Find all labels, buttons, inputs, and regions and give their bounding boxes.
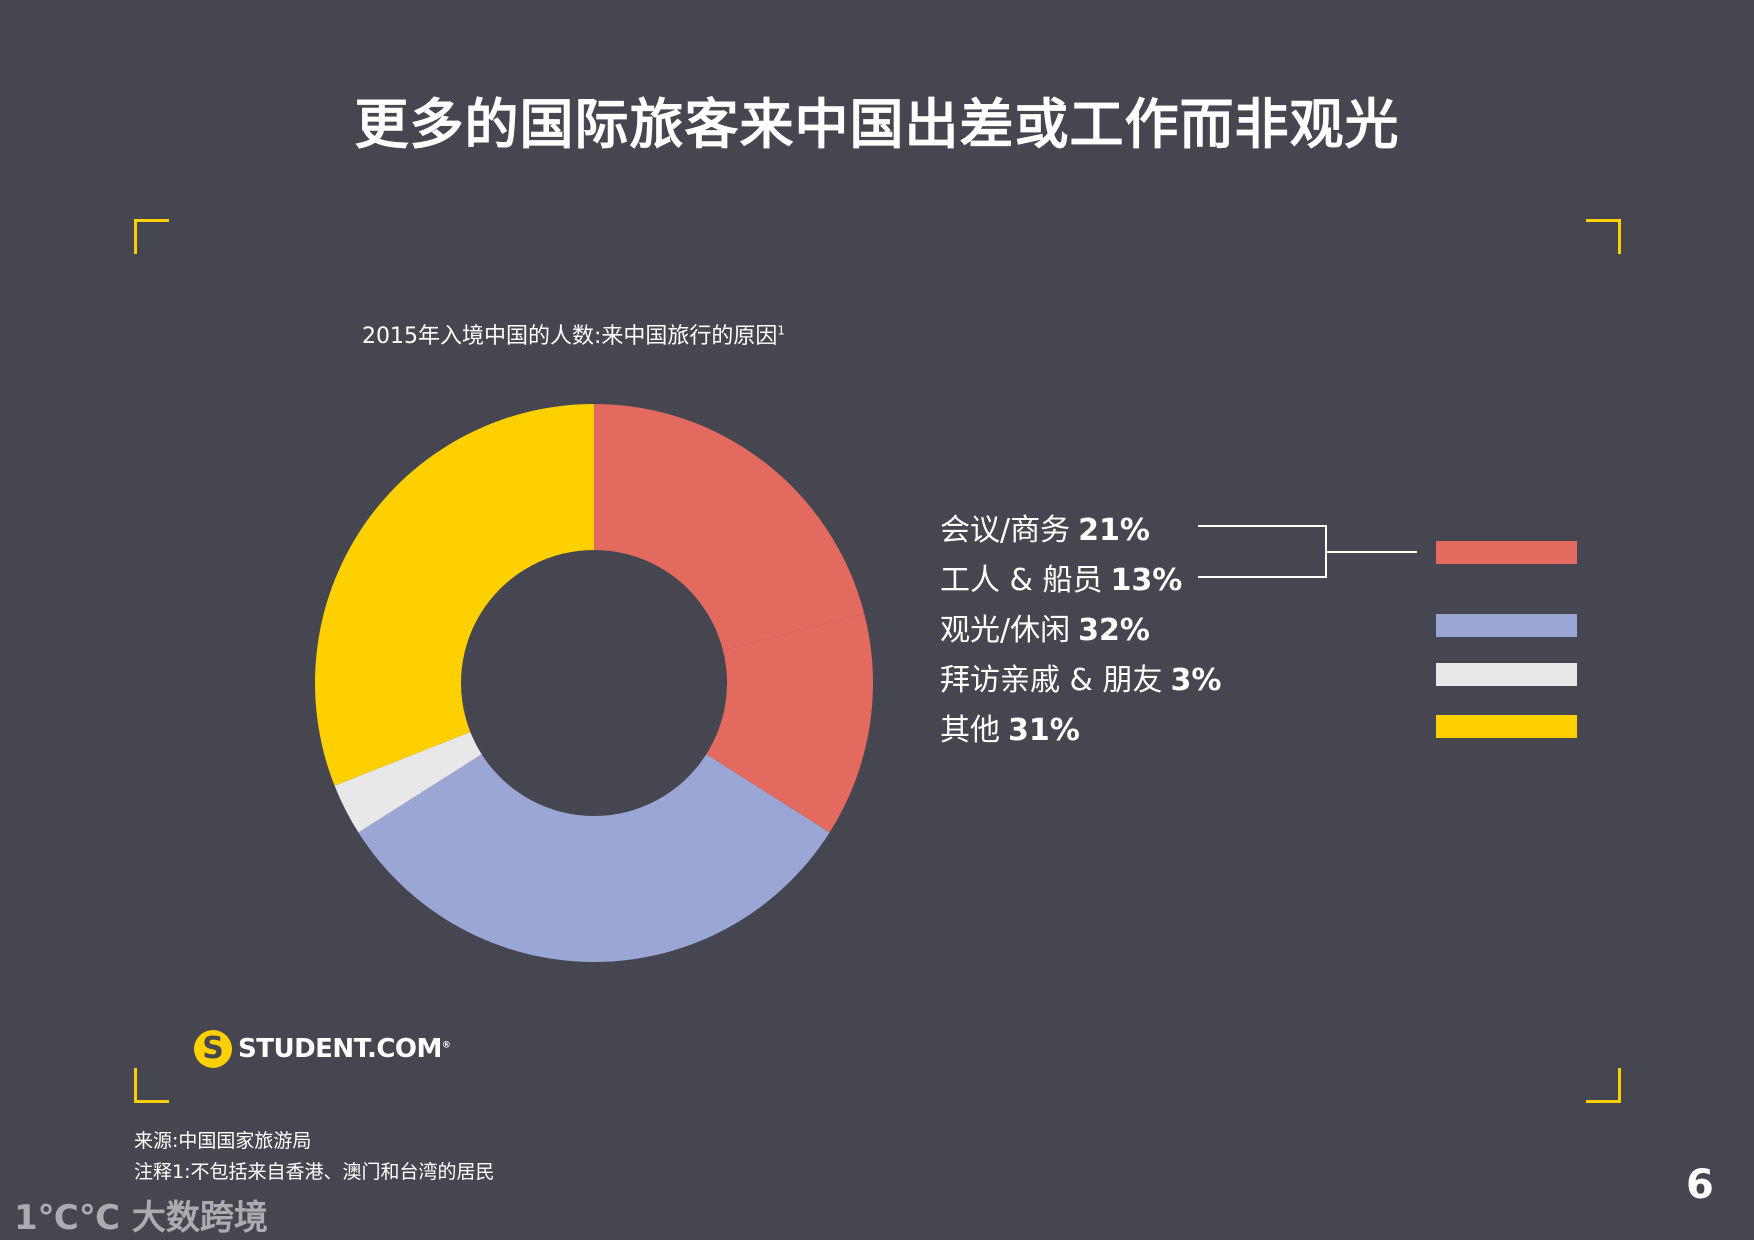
brand-logo: S STUDENT.COM® [194,1030,451,1068]
legend-name-3: 拜访亲戚 & 朋友 [940,663,1163,698]
legend-swatch-4 [1436,715,1577,738]
legend-swatch-0 [1436,541,1577,564]
legend-label-0: 会议/商务 21% [940,505,1150,549]
legend-label-2: 观光/休闲 32% [940,605,1150,649]
bracket-line-bottom [1198,552,1327,578]
legend-name-2: 观光/休闲 [940,613,1071,648]
page-title: 更多的国际旅客来中国出差或工作而非观光 [354,93,1400,156]
footnote-1: 注释1:不包括来自香港、澳门和台湾的居民 [134,1161,495,1183]
legend-label-4: 其他 31% [940,705,1080,749]
logo-s-icon: S [194,1030,232,1068]
donut-slice-2 [358,754,830,963]
logo-registered-mark: ® [441,1040,451,1051]
legend-label-1: 工人 & 船员 13% [940,555,1182,599]
footnotes: 来源:中国国家旅游局 注释1:不包括来自香港、澳门和台湾的居民 [134,1126,495,1188]
chart-title-footnote-mark: 1 [777,323,786,338]
frame-corner-top-left [134,219,169,254]
legend-name-0: 会议/商务 [940,513,1071,548]
legend-name-1: 工人 & 船员 [940,563,1103,598]
source-note: 来源:中国国家旅游局 [134,1130,312,1152]
donut-slice-0 [594,404,865,650]
legend-value-1: 13% [1110,563,1183,598]
legend-value-0: 21% [1078,513,1150,548]
legend-value-4: 31% [1008,713,1080,748]
donut-slice-3 [334,731,482,833]
donut-slice-1 [706,613,873,833]
donut-slice-4 [314,403,594,786]
legend-name-4: 其他 [940,713,1000,748]
chart-title: 2015年入境中国的人数:来中国旅行的原因1 [362,318,785,350]
logo-wordmark: STUDENT.COM® [238,1034,451,1064]
legend-label-3: 拜访亲戚 & 朋友 3% [940,655,1221,699]
frame-corner-bottom-left [134,1068,169,1103]
legend-swatch-3 [1436,663,1577,686]
frame-corner-bottom-right [1586,1068,1621,1103]
page-number: 6 [1686,1162,1714,1208]
bracket-line-top [1198,525,1417,553]
chart-title-text: 2015年入境中国的人数:来中国旅行的原因 [362,324,778,349]
legend-value-2: 32% [1078,613,1150,648]
logo-text: STUDENT.COM [238,1034,442,1064]
frame-corner-top-right [1586,219,1621,254]
legend-swatch-2 [1436,614,1577,637]
watermark: 1℃℃ 大数跨境 [14,1198,268,1238]
legend-value-3: 3% [1170,663,1222,698]
